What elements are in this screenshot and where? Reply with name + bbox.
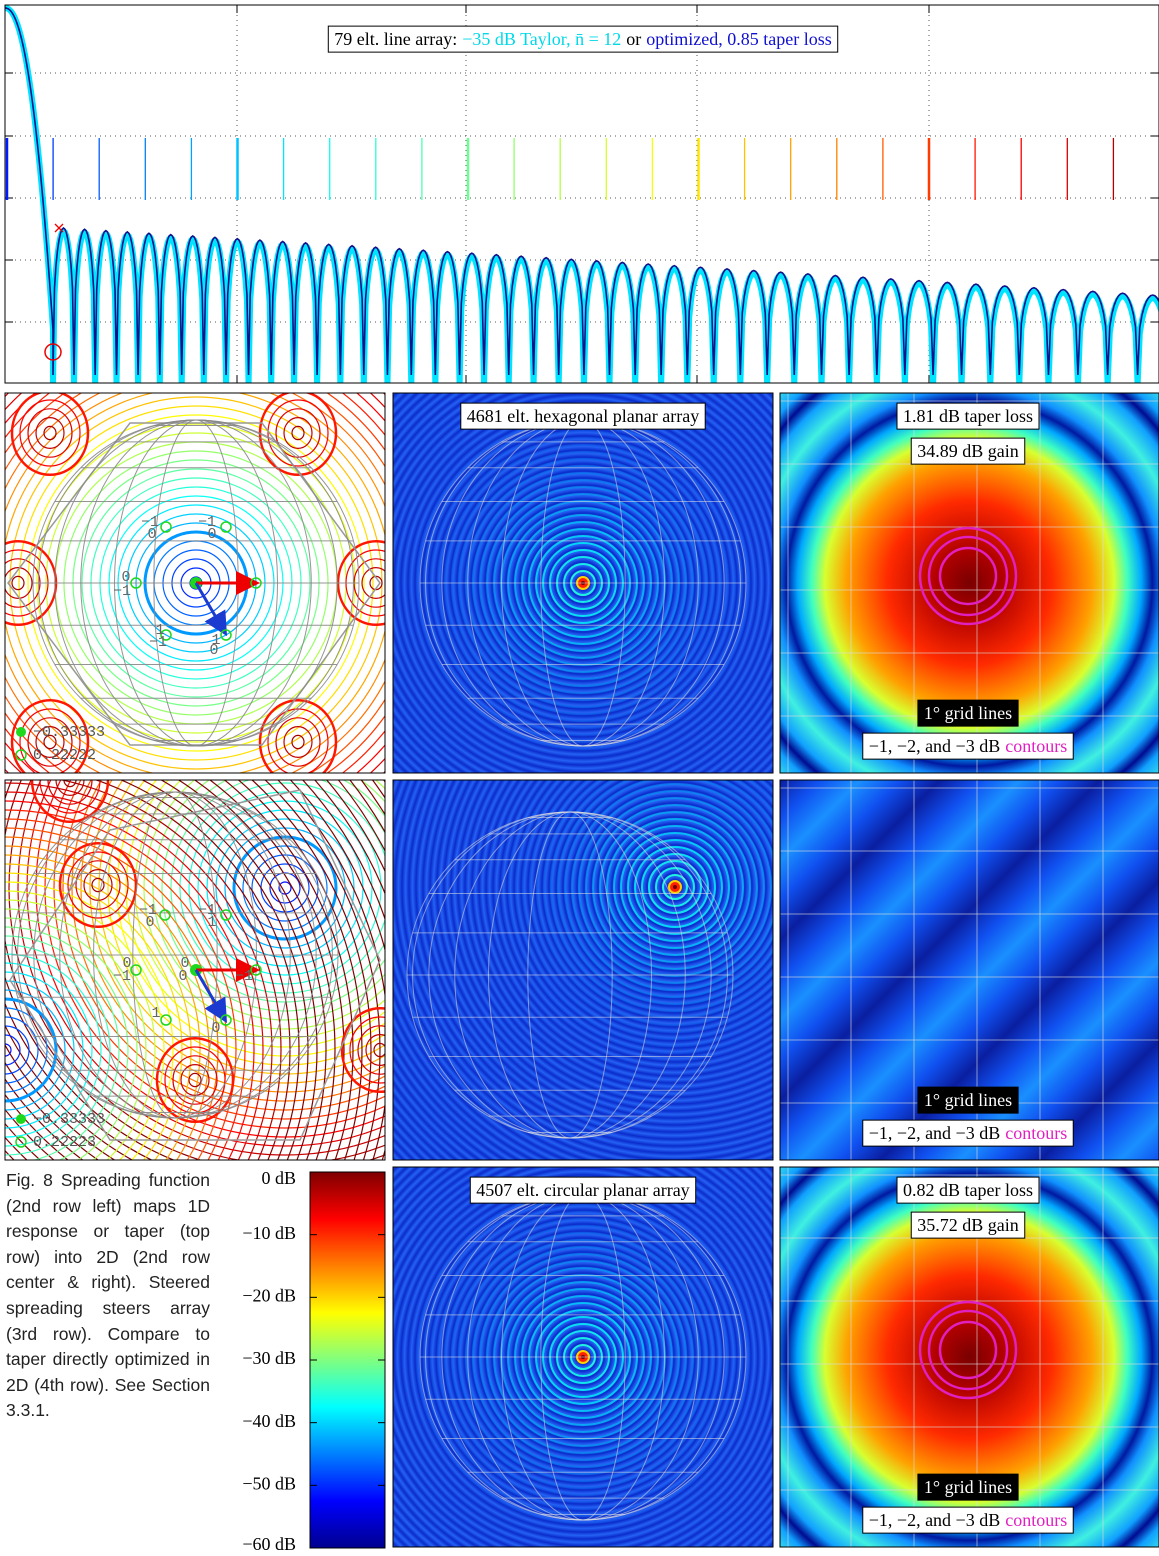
colorbar-tick-label: −20 dB bbox=[242, 1285, 296, 1305]
main-lobe-core bbox=[673, 885, 677, 889]
panel-label: 1.81 dB taper loss bbox=[903, 406, 1033, 426]
contour-label: −1 bbox=[113, 968, 131, 985]
label-part: −1, −2, and −3 dB bbox=[869, 1510, 1000, 1530]
contour-label: −1 bbox=[113, 583, 131, 600]
colorbar-tick-label: −40 dB bbox=[242, 1411, 296, 1431]
contour-label: −1 bbox=[149, 634, 167, 651]
panel-label: 1° grid lines bbox=[924, 1477, 1012, 1497]
figure: 79 elt. line array:−35 dB Taylor, n̄ = 1… bbox=[0, 0, 1159, 1556]
label-part: contours bbox=[1005, 1510, 1067, 1530]
colorbar-tick-label: −30 dB bbox=[242, 1348, 296, 1368]
contour-label: 1 bbox=[151, 1005, 160, 1022]
legend-value: 0.22222 bbox=[33, 747, 96, 764]
colorbar-tick-label: −10 dB bbox=[242, 1223, 296, 1243]
panel: 4507 elt. circular planar array bbox=[393, 1167, 773, 1547]
legend-value: −0.33333 bbox=[33, 724, 105, 741]
label-part: −1, −2, and −3 dB bbox=[869, 736, 1000, 756]
panel: 1° grid lines −1, −2, and −3 dBcontours bbox=[780, 780, 1159, 1166]
panel-label: 34.89 dB gain bbox=[917, 441, 1019, 461]
label-part: 1.81 dB taper loss bbox=[903, 406, 1033, 426]
label-part: optimized, 0.85 taper loss bbox=[646, 29, 831, 49]
panel-label: 1° grid lines bbox=[924, 1090, 1012, 1110]
panel-label: 4681 elt. hexagonal planar array bbox=[467, 406, 699, 426]
panel-label: −1, −2, and −3 dBcontours bbox=[869, 1510, 1067, 1530]
label-part: contours bbox=[1005, 736, 1067, 756]
contour-label: 0 bbox=[207, 526, 216, 543]
legend-dot bbox=[16, 727, 26, 737]
label-part: 1° grid lines bbox=[924, 1090, 1012, 1110]
contour-label: −1 bbox=[235, 968, 253, 985]
panel-label: 1° grid lines bbox=[924, 703, 1012, 723]
label-part: 34.89 dB gain bbox=[917, 441, 1019, 461]
panel: 4681 elt. hexagonal planar array bbox=[393, 393, 773, 773]
figure-caption: Fig. 8 Spreading function (2nd row left)… bbox=[6, 1168, 210, 1424]
panel-label: 0.82 dB taper loss bbox=[903, 1180, 1033, 1200]
label-part: 0.82 dB taper loss bbox=[903, 1180, 1033, 1200]
colorbar-tick-label: −50 dB bbox=[242, 1473, 296, 1493]
label-part: contours bbox=[1005, 1123, 1067, 1143]
contour-label: 0 bbox=[209, 642, 218, 659]
marker-x bbox=[55, 224, 63, 232]
label-part: 79 elt. line array: bbox=[334, 29, 457, 49]
label-part: −1, −2, and −3 dB bbox=[869, 1123, 1000, 1143]
label-part: 1° grid lines bbox=[924, 1477, 1012, 1497]
legend-value: 0.22223 bbox=[33, 1134, 96, 1151]
panel-label: 4507 elt. circular planar array bbox=[476, 1180, 689, 1200]
label-part: 1° grid lines bbox=[924, 703, 1012, 723]
contour-label: 0 bbox=[147, 526, 156, 543]
label-part: 35.72 dB gain bbox=[917, 1215, 1019, 1235]
colorbar bbox=[310, 1172, 385, 1548]
contour-label: 1 bbox=[207, 914, 216, 931]
panel-label: 35.72 dB gain bbox=[917, 1215, 1019, 1235]
contour-label: 0 bbox=[211, 1020, 220, 1037]
contour-label: 0 bbox=[178, 968, 187, 985]
legend-value: −0.33333 bbox=[33, 1111, 105, 1128]
label-part: −35 dB Taylor, n̄ = 12 bbox=[462, 29, 621, 49]
panel: 79 elt. line array:−35 dB Taylor, n̄ = 1… bbox=[5, 5, 1159, 385]
colorbar-tick-label: 0 dB bbox=[261, 1168, 296, 1188]
label-part: or bbox=[626, 29, 641, 49]
panel bbox=[393, 721, 841, 1160]
label-part: 4681 elt. hexagonal planar array bbox=[467, 406, 699, 426]
label-part: 4507 elt. circular planar array bbox=[476, 1180, 689, 1200]
panel: 0.82 dB taper loss 35.72 dB gain 1° grid l… bbox=[780, 1167, 1159, 1553]
colorbar-tick-label: −60 dB bbox=[242, 1534, 296, 1554]
legend-dot bbox=[16, 1114, 26, 1124]
panel-label: 79 elt. line array:−35 dB Taylor, n̄ = 1… bbox=[334, 29, 831, 49]
panel: 1.81 dB taper loss 34.89 dB gain 1° grid l… bbox=[780, 393, 1159, 779]
contour-label: 0 bbox=[145, 914, 154, 931]
